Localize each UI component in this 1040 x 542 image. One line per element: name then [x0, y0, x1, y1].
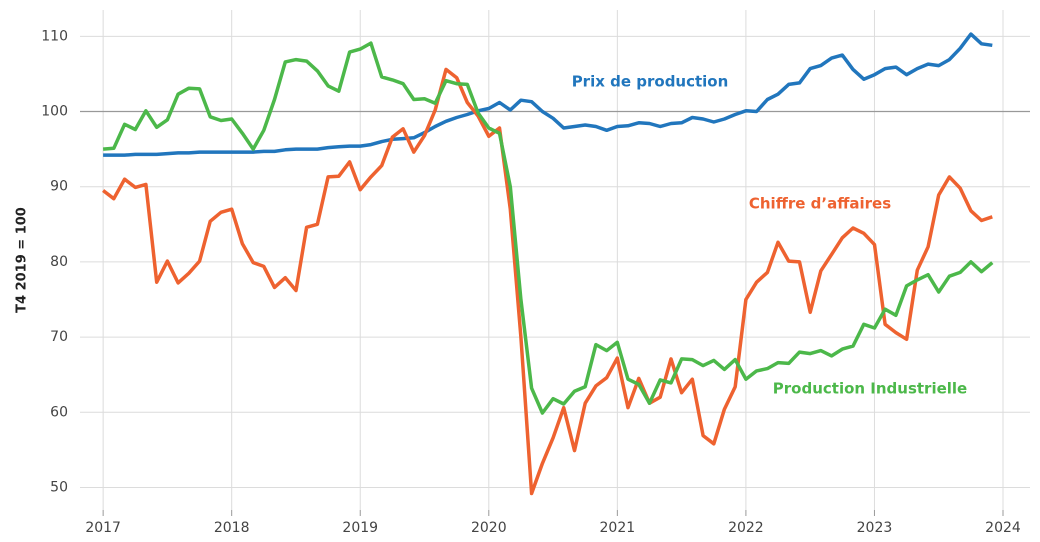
x-tick-label: 2018: [214, 520, 250, 536]
x-tick-label: 2020: [471, 520, 507, 536]
x-tick-label: 2023: [857, 520, 893, 536]
series-label: Chiffre d’affaires: [749, 195, 891, 213]
series-label: Prix de production: [572, 73, 729, 91]
series-line: [103, 32, 993, 157]
series-line: [102, 41, 994, 415]
y-tick-label: 90: [50, 179, 68, 195]
y-axis-label: T4 2019 = 100: [15, 207, 30, 313]
x-tick-label: 2022: [728, 520, 764, 536]
y-tick-label: 50: [50, 479, 68, 495]
series-label: Production Industrielle: [773, 380, 967, 398]
x-tick-label: 2024: [985, 520, 1021, 536]
series-line: [102, 67, 993, 496]
x-tick-label: 2019: [342, 520, 378, 536]
x-tick-label: 2021: [600, 520, 636, 536]
y-tick-label: 110: [41, 28, 68, 44]
y-tick-label: 70: [50, 329, 68, 345]
y-tick-label: 100: [41, 104, 68, 120]
y-tick-label: 80: [50, 254, 68, 270]
y-tick-label: 60: [50, 404, 68, 420]
x-tick-label: 2017: [85, 520, 121, 536]
